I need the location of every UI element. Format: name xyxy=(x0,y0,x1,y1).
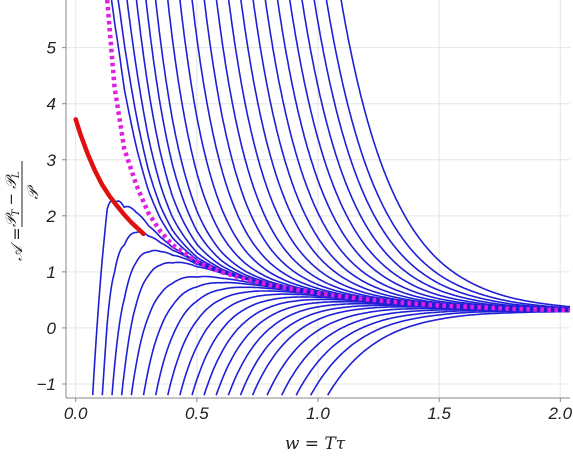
x-ticks: 0.0 0.5 1.0 1.5 2.0 xyxy=(64,398,573,423)
x-tick-label-1: 0.5 xyxy=(185,404,209,423)
blue-curve-below-3 xyxy=(120,261,570,396)
magenta-dotted-attractor xyxy=(104,0,570,313)
y-ticks: −1 0 1 2 3 4 5 xyxy=(37,39,66,394)
blue-curve-above-19 xyxy=(325,0,570,309)
y-label-minus: − xyxy=(2,193,20,206)
x-tick-label-0: 0.0 xyxy=(64,404,88,423)
y-tick-label-6: 5 xyxy=(47,39,57,58)
y-tick-label-2: 1 xyxy=(47,263,56,282)
y-label-denominator: 𝒫 xyxy=(24,184,42,199)
y-tick-label-0: −1 xyxy=(37,375,56,394)
x-tick-label-4: 2.0 xyxy=(547,404,572,423)
x-axis-label: w = Tτ xyxy=(285,434,346,454)
blue-curve-above-20 xyxy=(340,0,570,308)
blue-curve-below-19 xyxy=(327,310,570,396)
blue-curve-above-18 xyxy=(313,0,570,310)
y-tick-label-5: 4 xyxy=(47,95,56,114)
blue-curve-below-17 xyxy=(295,309,570,396)
y-axis-label: 𝒜 = 𝒫T−𝒫L 𝒫 xyxy=(2,161,42,261)
blue-curve-above-10 xyxy=(215,0,570,312)
blue-curve-above-14 xyxy=(264,0,570,311)
blue-curve-below-14 xyxy=(251,306,570,396)
x-tick-label-2: 1.0 xyxy=(306,404,330,423)
y-tick-label-4: 3 xyxy=(47,151,57,170)
y-tick-label-3: 2 xyxy=(46,207,57,226)
blue-curve-below-11 xyxy=(215,300,570,396)
blue-curve-above-2 xyxy=(126,0,570,312)
x-axis-label-text: w = Tτ xyxy=(285,434,346,454)
y-label-sub-1: T xyxy=(11,208,22,216)
y-label-sub-2: L xyxy=(11,171,22,179)
y-axis-label-prefix: 𝒜 = xyxy=(7,227,26,261)
y-tick-label-1: 0 xyxy=(47,319,57,338)
curves xyxy=(73,0,570,396)
blue-curve-above-12 xyxy=(240,0,570,311)
blue-curve-above-16 xyxy=(288,0,570,311)
blue-curve-family xyxy=(91,0,570,396)
blue-curve-above-17 xyxy=(301,0,570,311)
svg-text:𝒫T−𝒫L: 𝒫T−𝒫L xyxy=(2,171,22,227)
blue-curve-below-13 xyxy=(239,304,570,396)
x-tick-label-3: 1.5 xyxy=(427,404,451,423)
blue-curve-above-7 xyxy=(179,0,570,312)
blue-curve-above-1 xyxy=(117,0,570,312)
blue-curve-above-15 xyxy=(276,0,570,311)
blue-curve-above-11 xyxy=(227,0,570,312)
red-curve xyxy=(73,117,146,237)
